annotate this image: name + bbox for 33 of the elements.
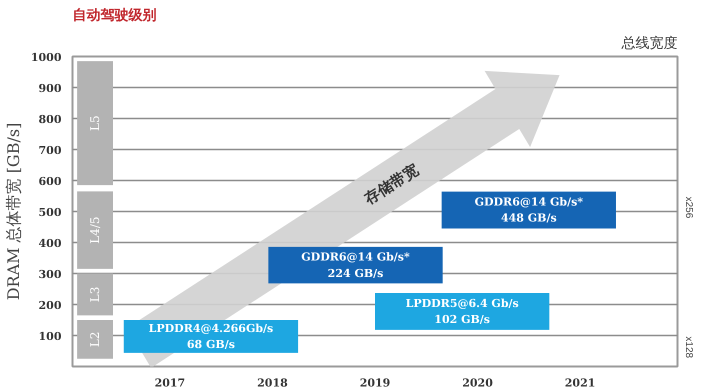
y-tick-label: 700 xyxy=(38,144,62,157)
data-label: L3 xyxy=(88,286,102,302)
text: x128 xyxy=(683,336,694,359)
data-label: LPDDR4@4.266Gb/s 68 GB/s xyxy=(148,322,274,352)
data-label: GDDR6@14 Gb/s* 448 GB/s xyxy=(474,195,584,225)
y-tick-label: 1000 xyxy=(30,51,62,64)
x-tick-label: 2021 xyxy=(564,376,596,389)
annotation: 存储带宽 xyxy=(360,160,422,208)
y-tick-label: 900 xyxy=(38,82,62,95)
x-tick-label: 2018 xyxy=(257,376,288,389)
bar xyxy=(77,320,114,359)
y-tick-label: 800 xyxy=(38,113,62,126)
data-label: L5 xyxy=(88,115,102,131)
bar xyxy=(77,61,114,186)
y2-axis-title: 总线宽度 xyxy=(620,36,678,52)
y-tick-label: 400 xyxy=(38,237,62,250)
bar xyxy=(77,274,114,316)
y-tick-label: 200 xyxy=(38,299,62,312)
text: x256 xyxy=(683,196,694,219)
y-tick-label: 300 xyxy=(38,268,62,281)
data-label: GDDR6@14 Gb/s* 224 GB/s xyxy=(301,250,410,280)
chart-title: 自动驾驶级别 xyxy=(72,8,156,24)
data-label: L4/5 xyxy=(88,216,102,244)
y-tick-label: 600 xyxy=(38,175,62,188)
x-tick-label: 2020 xyxy=(462,376,494,389)
data-label: L2 xyxy=(88,332,102,348)
y-tick-label: 100 xyxy=(38,330,62,343)
data-label: LPDDR5@6.4 Gb/s 102 GB/s xyxy=(406,296,519,326)
y-axis-title: DRAM 总体带宽 [GB/s] xyxy=(4,122,23,300)
bar xyxy=(77,191,114,269)
x-tick-label: 2019 xyxy=(360,376,390,389)
y-tick-label: 500 xyxy=(38,206,62,219)
x-tick-label: 2017 xyxy=(154,376,186,389)
